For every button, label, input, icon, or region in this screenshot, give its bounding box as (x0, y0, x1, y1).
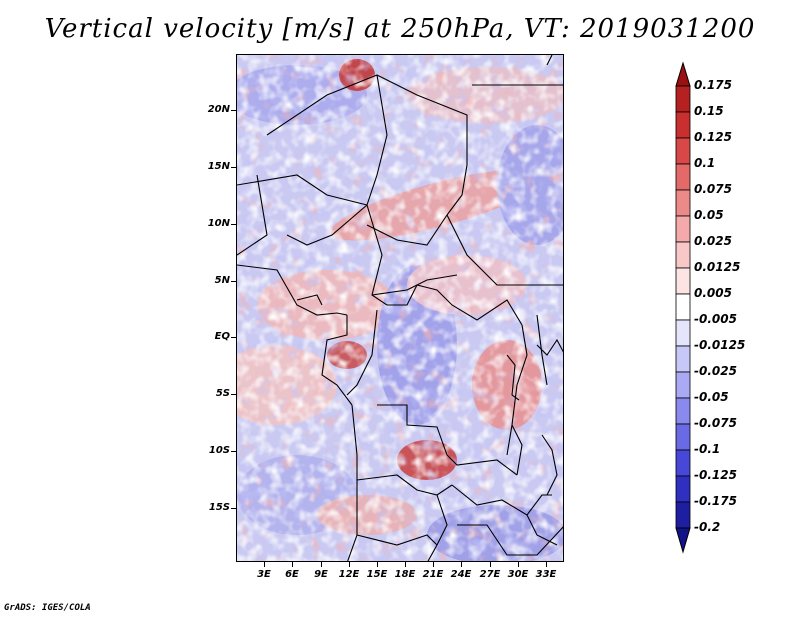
vertical-velocity-field (237, 55, 563, 561)
colorbar-label: 0.075 (694, 182, 732, 196)
colorbar-label: 0.05 (694, 208, 724, 222)
colorbar-swatch (675, 163, 691, 191)
colorbar-label: -0.0125 (694, 338, 746, 352)
lon-label: 27E (479, 569, 501, 580)
map-panel (236, 54, 564, 562)
page-title: Vertical velocity [m/s] at 250hPa, VT: 2… (44, 14, 756, 44)
colorbar-swatch (675, 345, 691, 373)
colorbar-label: 0.125 (694, 130, 732, 144)
colorbar-swatch (675, 319, 691, 347)
country-borders (237, 55, 563, 561)
colorbar-label: -0.175 (694, 494, 737, 508)
colorbar-swatch (675, 137, 691, 165)
colorbar-swatch (675, 371, 691, 399)
colorbar-swatch (675, 215, 691, 243)
lat-label: 5N (214, 275, 230, 286)
colorbar-swatch (675, 293, 691, 321)
lat-label: 10S (208, 445, 230, 456)
colorbar-graphic (675, 62, 691, 554)
lon-label: 9E (314, 569, 328, 580)
lon-label: 33E (535, 569, 557, 580)
lat-label: EQ (214, 331, 230, 342)
colorbar-label: -0.125 (694, 468, 737, 482)
lat-label: 10N (207, 218, 230, 229)
lon-label: 24E (450, 569, 472, 580)
colorbar-label: 0.0125 (694, 260, 741, 274)
lon-label: 18E (394, 569, 416, 580)
lon-label: 3E (257, 569, 271, 580)
lon-label: 15E (366, 569, 388, 580)
lon-label: 6E (285, 569, 299, 580)
colorbar-label: 0.15 (694, 104, 724, 118)
colorbar-swatch (675, 111, 691, 139)
colorbar-cap-top (675, 62, 691, 87)
lat-label: 15N (207, 161, 230, 172)
colorbar-label: 0.1 (694, 156, 716, 170)
colorbar-label: -0.1 (694, 442, 721, 456)
colorbar-swatch (675, 85, 691, 113)
lon-label: 21E (422, 569, 444, 580)
colorbar-label: -0.005 (694, 312, 737, 326)
colorbar-swatch (675, 449, 691, 477)
colorbar-swatch (675, 423, 691, 451)
lat-label: 5S (215, 388, 230, 399)
colorbar-label: -0.075 (694, 416, 737, 430)
lat-label: 15S (208, 502, 230, 513)
colorbar-swatch (675, 189, 691, 217)
footer-credit: GrADS: IGES/COLA (4, 603, 91, 613)
colorbar-label: -0.025 (694, 364, 737, 378)
lon-label: 12E (338, 569, 360, 580)
colorbar-swatch (675, 241, 691, 269)
colorbar-swatch (675, 475, 691, 503)
colorbar-label: 0.025 (694, 234, 732, 248)
lon-label: 30E (507, 569, 529, 580)
colorbar-label: 0.175 (694, 78, 732, 92)
colorbar-cap-bottom (675, 527, 691, 554)
colorbar-swatch (675, 397, 691, 425)
colorbar-swatch (675, 501, 691, 529)
colorbar-label: 0.005 (694, 286, 732, 300)
colorbar-label: -0.2 (694, 520, 721, 534)
colorbar-swatch (675, 267, 691, 295)
lat-label: 20N (207, 104, 230, 115)
colorbar-label: -0.05 (694, 390, 729, 404)
